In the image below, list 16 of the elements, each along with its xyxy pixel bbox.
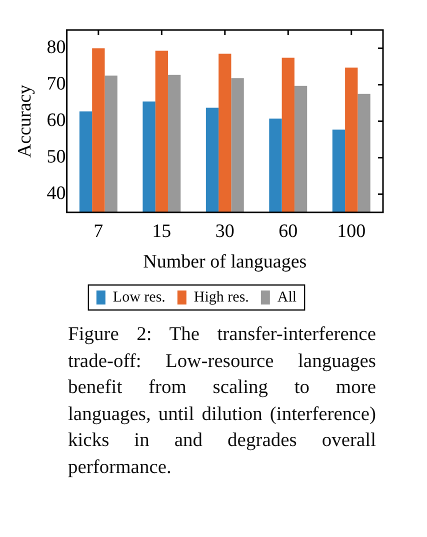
y-tick-label: 60: [46, 110, 66, 132]
x-tick-label: 7: [94, 220, 104, 242]
legend-label: High res.: [194, 289, 249, 306]
x-tick-label: 100: [337, 220, 366, 242]
legend-label: Low res.: [112, 289, 166, 306]
x-tick-label: 15: [152, 220, 172, 242]
y-tick-label: 70: [46, 74, 66, 95]
y-tick-label: 40: [46, 183, 66, 204]
y-tick-label: 80: [46, 37, 66, 58]
caption: Figure 2: The transfer-interference trade-off: Low-resource languages benefit from scaling to more languages, until dilution (interference) kicks in and degrades overall performance.: [68, 323, 376, 480]
x-tick-label: 30: [215, 220, 234, 242]
x-axis-title: Number of languages: [143, 252, 307, 273]
x-tick-label: 60: [278, 220, 298, 242]
legend-label: All: [277, 289, 297, 306]
y-axis-title: Accuracy: [14, 84, 36, 158]
y-tick-label: 50: [46, 146, 66, 168]
